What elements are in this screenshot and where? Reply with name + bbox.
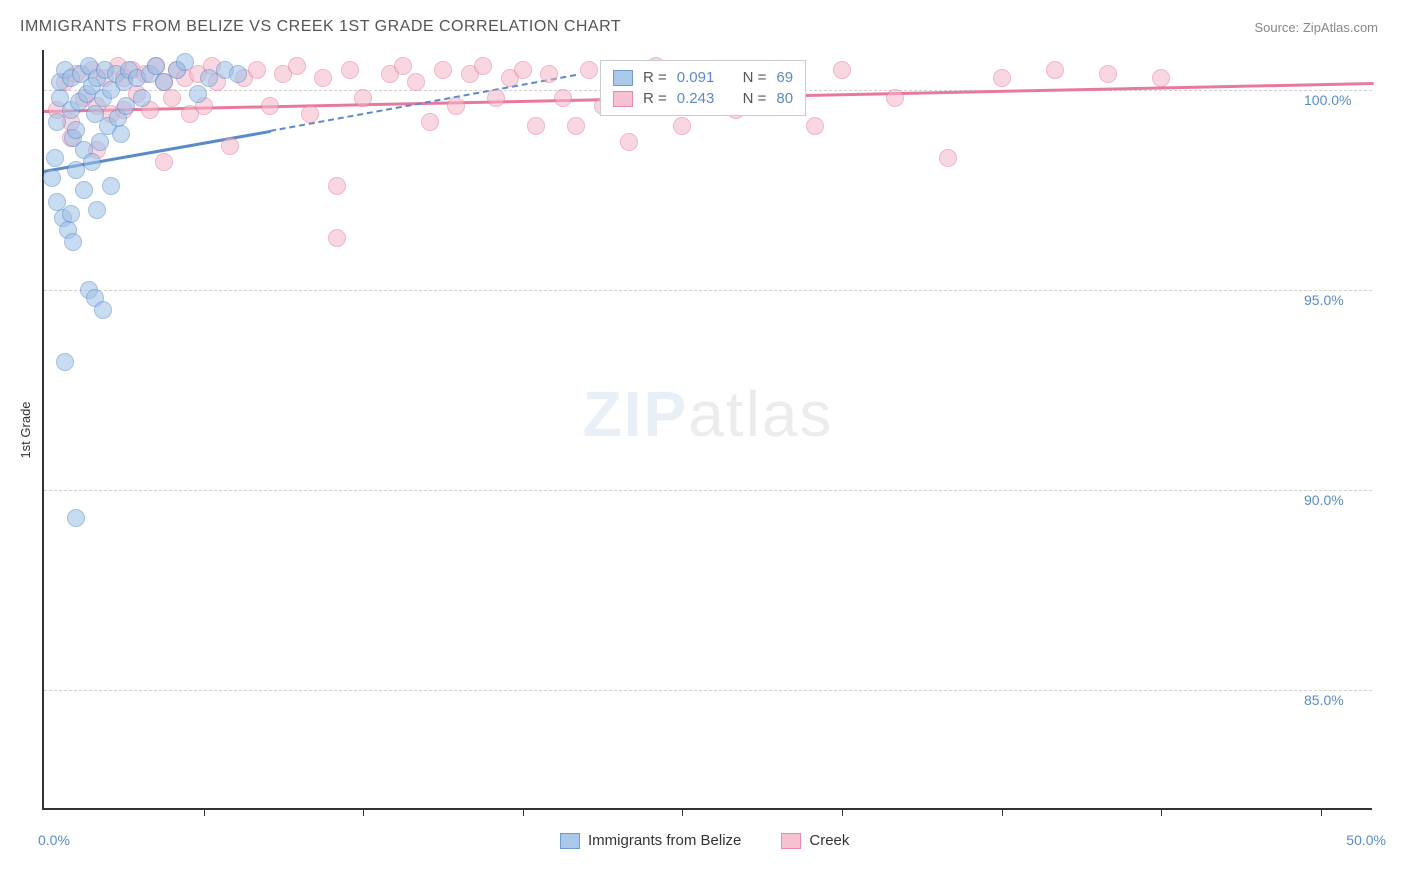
scatter-point: [673, 117, 691, 135]
x-tick-mark: [1161, 808, 1162, 816]
scatter-point: [993, 69, 1011, 87]
scatter-point: [133, 89, 151, 107]
stat-n-label: N =: [743, 69, 767, 86]
x-tick-label-min: 0.0%: [38, 832, 70, 848]
scatter-point: [155, 153, 173, 171]
legend-label-blue: Immigrants from Belize: [588, 832, 741, 849]
scatter-point: [514, 61, 532, 79]
scatter-point: [527, 117, 545, 135]
scatter-point: [301, 105, 319, 123]
scatter-point: [833, 61, 851, 79]
scatter-point: [83, 153, 101, 171]
legend-swatch-blue: [613, 70, 633, 86]
scatter-point: [221, 137, 239, 155]
watermark-atlas: atlas: [688, 378, 833, 450]
scatter-point: [1099, 65, 1117, 83]
scatter-point: [112, 125, 130, 143]
scatter-point: [487, 89, 505, 107]
scatter-point: [567, 117, 585, 135]
legend-swatch-blue: [560, 833, 580, 849]
scatter-point: [91, 133, 109, 151]
y-tick-label: 95.0%: [1304, 292, 1344, 308]
scatter-point: [939, 149, 957, 167]
x-tick-mark: [204, 808, 205, 816]
watermark-zip: ZIP: [583, 378, 689, 450]
x-tick-mark: [1321, 808, 1322, 816]
scatter-point: [189, 85, 207, 103]
y-tick-label: 90.0%: [1304, 492, 1344, 508]
scatter-point: [620, 133, 638, 151]
scatter-point: [407, 73, 425, 91]
scatter-point: [554, 89, 572, 107]
y-axis-label: 1st Grade: [18, 401, 33, 458]
scatter-point: [447, 97, 465, 115]
bottom-legend: Immigrants from Belize Creek: [560, 832, 849, 849]
scatter-point: [288, 57, 306, 75]
scatter-point: [580, 61, 598, 79]
scatter-point: [328, 229, 346, 247]
scatter-point: [1152, 69, 1170, 87]
plot-area: ZIPatlas 85.0% 90.0% 95.0% 100.0%: [42, 50, 1372, 810]
stats-row-blue: R = 0.091 N = 69: [613, 67, 793, 88]
scatter-point: [56, 353, 74, 371]
stats-row-pink: R = 0.243 N = 80: [613, 88, 793, 109]
stat-r-label: R =: [643, 69, 667, 86]
source-attribution: Source: ZipAtlas.com: [1254, 20, 1378, 35]
stat-n-value-blue: 69: [776, 69, 793, 86]
scatter-point: [261, 97, 279, 115]
scatter-point: [102, 177, 120, 195]
x-tick-mark: [842, 808, 843, 816]
stats-box: R = 0.091 N = 69 R = 0.243 N = 80: [600, 60, 806, 116]
scatter-point: [75, 181, 93, 199]
x-tick-mark: [1002, 808, 1003, 816]
scatter-point: [314, 69, 332, 87]
stat-n-label: N =: [743, 90, 767, 107]
scatter-point: [886, 89, 904, 107]
gridline: [44, 690, 1372, 691]
x-tick-label-max: 50.0%: [1346, 832, 1386, 848]
stat-r-label: R =: [643, 90, 667, 107]
legend-item-blue: Immigrants from Belize: [560, 832, 741, 849]
scatter-point: [88, 201, 106, 219]
legend-swatch-pink: [613, 91, 633, 107]
gridline: [44, 490, 1372, 491]
stat-r-value-blue: 0.091: [677, 69, 715, 86]
scatter-point: [176, 53, 194, 71]
x-tick-mark: [523, 808, 524, 816]
y-tick-label: 100.0%: [1304, 92, 1351, 108]
legend-item-pink: Creek: [781, 832, 849, 849]
scatter-point: [434, 61, 452, 79]
scatter-point: [64, 233, 82, 251]
gridline: [44, 290, 1372, 291]
x-tick-mark: [682, 808, 683, 816]
scatter-point: [67, 509, 85, 527]
scatter-point: [421, 113, 439, 131]
scatter-point: [328, 177, 346, 195]
scatter-point: [341, 61, 359, 79]
scatter-point: [394, 57, 412, 75]
scatter-point: [248, 61, 266, 79]
scatter-point: [229, 65, 247, 83]
stat-n-value-pink: 80: [776, 90, 793, 107]
scatter-point: [67, 121, 85, 139]
scatter-point: [163, 89, 181, 107]
legend-label-pink: Creek: [809, 832, 849, 849]
scatter-point: [1046, 61, 1064, 79]
scatter-point: [474, 57, 492, 75]
x-tick-mark: [363, 808, 364, 816]
legend-swatch-pink: [781, 833, 801, 849]
scatter-point: [46, 149, 64, 167]
scatter-point: [354, 89, 372, 107]
chart-title: IMMIGRANTS FROM BELIZE VS CREEK 1ST GRAD…: [20, 18, 621, 36]
y-tick-label: 85.0%: [1304, 692, 1344, 708]
stat-r-value-pink: 0.243: [677, 90, 715, 107]
scatter-point: [94, 301, 112, 319]
scatter-point: [62, 205, 80, 223]
scatter-point: [43, 169, 61, 187]
scatter-point: [540, 65, 558, 83]
watermark: ZIPatlas: [583, 377, 834, 451]
scatter-point: [806, 117, 824, 135]
